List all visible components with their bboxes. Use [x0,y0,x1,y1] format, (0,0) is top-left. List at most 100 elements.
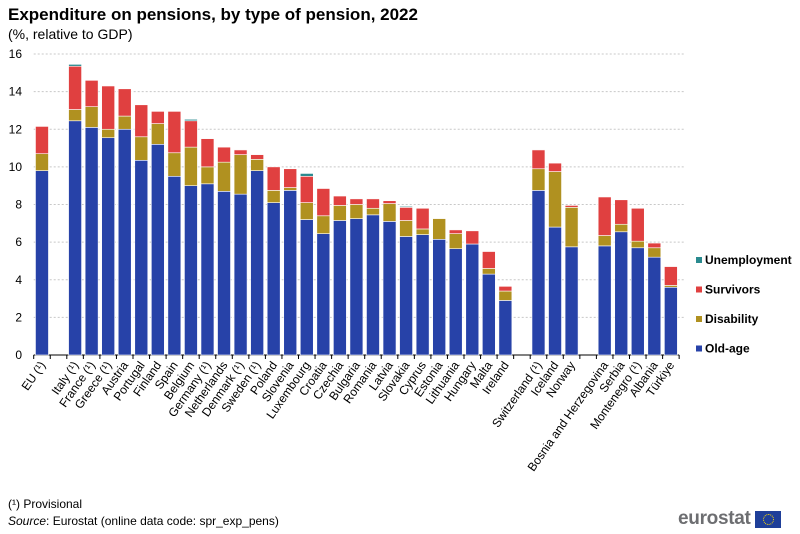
source-label: Source [8,514,47,528]
bar-segment-old-age [531,190,546,356]
bar-segment-old-age [35,170,49,356]
bar-segment-old-age [564,246,579,356]
bar-segment-unemployment [184,118,198,122]
bar-segment-survivors [498,286,513,292]
bar-segment-disability [349,204,364,219]
source-note: Source: Eurostat (online data code: spr_… [8,514,279,528]
bar-segment-disability [564,207,579,248]
bar-segment-disability [382,203,397,222]
bar-segment-disability [647,247,662,258]
bar-segment-survivors [664,266,678,286]
bar-segment-survivors [316,188,331,217]
bar-segment-disability [84,106,99,128]
bar-segment-survivors [217,146,231,163]
bar-segment-survivors [134,104,149,138]
bar-segment-disability [531,168,546,191]
bar-segment-old-age [366,214,380,356]
bar-segment-old-age [349,218,364,356]
bar-segment-old-age [382,221,397,356]
y-tick-label: 6 [15,235,22,249]
bar-segment-old-age [134,159,149,356]
bar-segment-old-age [184,185,198,356]
bar-segment-old-age [250,170,264,356]
legend-swatch-old-age [696,345,702,352]
legend-swatch-disability [696,316,702,322]
y-tick-label: 10 [9,160,23,174]
bar-segment-old-age [233,193,248,356]
bar-segment-disability [333,205,347,221]
bar-segment-disability [415,228,430,235]
eurostat-logo: eurostat [678,508,781,530]
bar-segment-old-age [200,183,215,356]
x-tick-label: EU (¹) [19,359,49,393]
bar-segment-disability [482,268,496,275]
bar-segment-survivors [448,229,463,234]
bar-segment-old-age [630,247,645,356]
bar-segment-survivors [233,149,248,155]
bar-segment-survivors [84,80,99,107]
eu-flag-icon [754,510,781,528]
bar-segment-old-age [266,202,281,356]
bar-segment-survivors [101,85,115,130]
bar-segment-unemployment [399,206,413,208]
bar-segment-disability [399,220,413,237]
bar-segment-survivors [465,230,480,245]
bar-segment-old-age [399,236,413,356]
chart-title: Expenditure on pensions, by type of pens… [8,5,418,24]
bar-segment-survivors [548,162,562,172]
bar-segment-old-age [117,128,132,356]
y-tick-label: 2 [15,310,22,324]
bar-segment-disability [299,202,314,220]
bar-segment-disability [117,115,132,130]
bar-segment-survivors [68,65,82,110]
bar-segment-disability [167,152,182,177]
bar-segment-survivors [266,166,281,191]
bar-segment-survivors [399,207,413,221]
bar-segment-disability [432,218,446,240]
bar-segment-survivors [35,126,49,155]
legend-label-survivors: Survivors [705,283,761,297]
y-tick-label: 14 [9,85,23,99]
bar-segment-survivors [167,111,182,154]
bar-segment-disability [630,240,645,249]
y-tick-label: 4 [15,273,22,287]
bar-segment-survivors [184,120,198,148]
bar-segment-survivors [349,198,364,205]
bar-segment-old-age [432,239,446,356]
source-text: : Eurostat (online data code: spr_exp_pe… [46,514,279,528]
bar-segment-old-age [482,273,496,356]
bar-segment-old-age [217,191,231,356]
bar-segment-disability [366,207,380,216]
bar-segment-disability [134,136,149,161]
y-tick-label: 12 [9,122,23,136]
bar-segment-old-age [664,286,678,356]
y-tick-label: 8 [15,198,22,212]
bar-segment-survivors [382,200,397,204]
legend-swatch-unemployment [696,257,702,263]
bar-segment-old-age [151,144,165,356]
bar-segment-old-age [498,300,513,356]
bar-segment-survivors [117,88,132,117]
bar-segment-old-age [333,220,347,356]
legend-label-disability: Disability [705,312,759,326]
bar-segment-survivors [597,196,612,236]
legend-label-unemployment: Unemployment [705,253,792,267]
bar-segment-old-age [465,243,480,356]
bar-segment-old-age [647,256,662,356]
bar-segment-disability [597,235,612,247]
bar-segment-survivors [482,251,496,269]
bar-segment-disability [614,223,629,233]
bar-segment-disability [316,215,331,234]
bar-segment-unemployment [299,173,314,177]
bar-segment-survivors [647,242,662,249]
bar-segment-old-age [597,245,612,356]
bar-segment-survivors [614,199,629,225]
bar-segment-old-age [283,190,298,356]
bar-segment-survivors [564,205,579,208]
bar-segment-unemployment [68,64,82,67]
bar-segment-old-age [548,226,562,356]
bar-segment-disability [448,233,463,250]
bar-segment-survivors [630,207,645,242]
bar-segment-old-age [316,233,331,356]
